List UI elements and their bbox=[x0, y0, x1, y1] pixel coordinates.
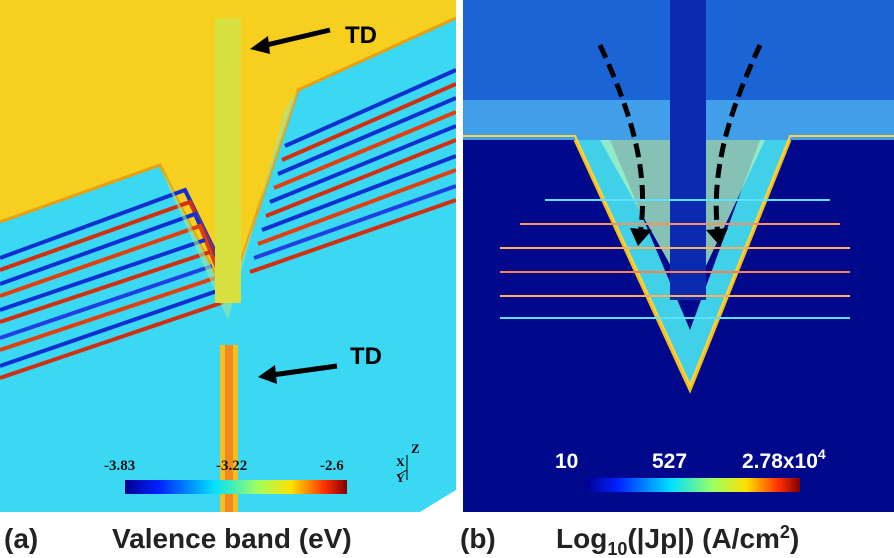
axis-label: Y bbox=[396, 471, 405, 485]
colorbar-label: 527 bbox=[652, 450, 687, 473]
title-part: 10 bbox=[607, 539, 627, 558]
panel-title: Log10(|Jp|) (A/cm2) bbox=[556, 522, 799, 558]
panel-a-image bbox=[0, 0, 456, 512]
label-part: 4 bbox=[818, 446, 826, 462]
colorbar-label: -3.83 bbox=[104, 458, 135, 474]
colorbar-label: 10 bbox=[555, 450, 578, 473]
colorbar-label: -3.22 bbox=[216, 458, 247, 474]
axis-label: X bbox=[396, 455, 405, 469]
panel-title: Valence band (eV) bbox=[112, 523, 352, 554]
colorbar-a bbox=[125, 480, 347, 494]
annotation: TD bbox=[345, 22, 377, 49]
panel-label: (a) bbox=[4, 523, 38, 554]
colorbar-b bbox=[585, 478, 800, 492]
title-part: Log bbox=[556, 523, 607, 554]
td-column bbox=[670, 0, 706, 300]
colorbar-label: 2.78x104 bbox=[742, 446, 826, 473]
panel-b-image bbox=[463, 0, 894, 512]
axis-label: Z bbox=[411, 441, 420, 456]
title-part: 2 bbox=[780, 522, 790, 542]
colorbar-label: -2.6 bbox=[320, 458, 344, 474]
label-part: 2.78x10 bbox=[742, 450, 818, 473]
panel-label: (b) bbox=[460, 523, 496, 554]
title-part: (|Jp|) (A/cm bbox=[627, 523, 780, 554]
figure: TD TD -3.83 -3.22 -2.6 X Y Z 10 527 2.7 bbox=[0, 0, 894, 558]
title-part: ) bbox=[790, 523, 799, 554]
td-upper bbox=[215, 18, 241, 303]
annotation: TD bbox=[350, 343, 382, 370]
